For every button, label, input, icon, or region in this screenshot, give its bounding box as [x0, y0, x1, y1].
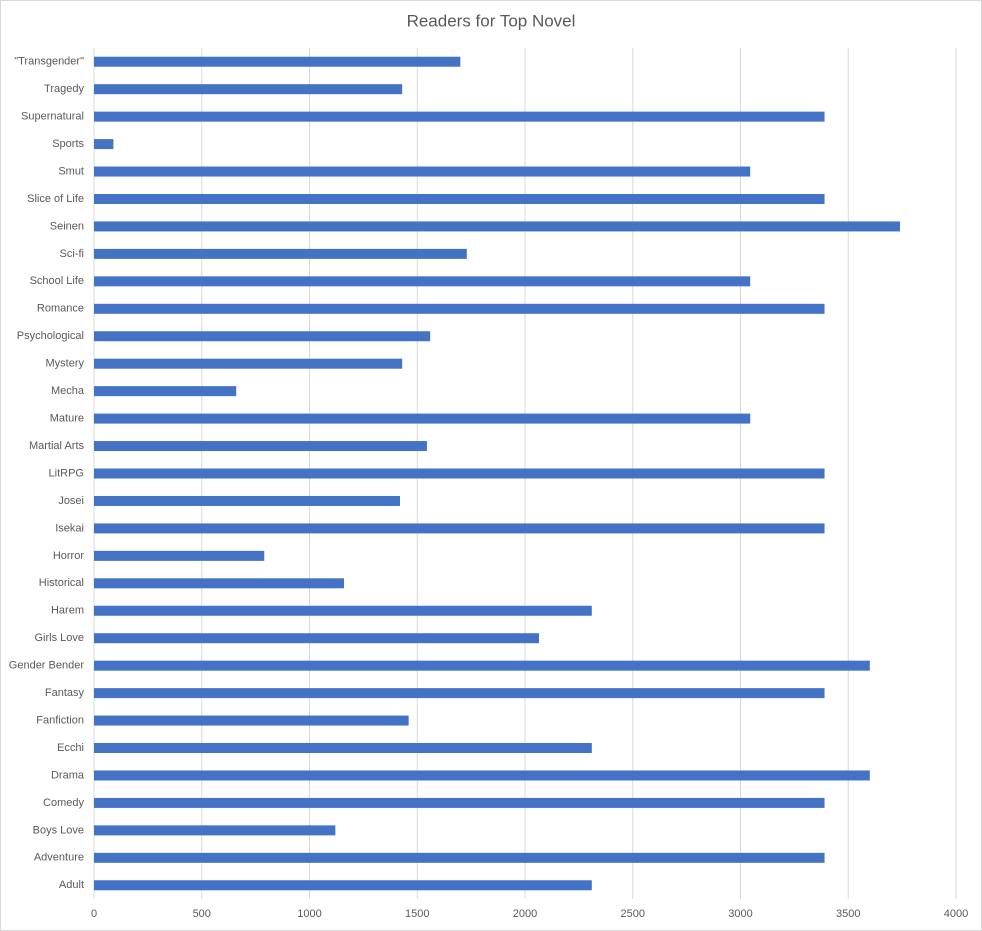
x-tick-label: 1500: [405, 908, 429, 920]
bar: [94, 852, 825, 863]
bar: [94, 303, 825, 314]
y-tick-label: Supernatural: [21, 111, 84, 123]
y-tick-label: School Life: [30, 275, 84, 287]
bar: [94, 468, 825, 479]
bar: [94, 880, 592, 891]
x-tick-label: 2500: [621, 908, 645, 920]
bar: [94, 660, 870, 671]
y-tick-label: Girls Love: [34, 632, 84, 644]
y-tick-label: Josei: [58, 495, 84, 507]
y-tick-label: Smut: [58, 165, 84, 177]
bar: [94, 743, 592, 754]
y-tick-label: Ecchi: [57, 742, 84, 754]
x-tick-label: 500: [193, 908, 211, 920]
x-tick-label: 0: [91, 908, 97, 920]
y-tick-label: Slice of Life: [27, 193, 84, 205]
y-tick-label: Sci-fi: [60, 248, 84, 260]
y-tick-label: Sports: [52, 138, 84, 150]
bar: [94, 386, 237, 397]
y-tick-label: Mecha: [51, 385, 85, 397]
bar: [94, 111, 825, 122]
y-tick-label: "Transgender": [14, 56, 84, 68]
bar: [94, 221, 900, 232]
bar: [94, 550, 265, 561]
x-tick-label: 1000: [297, 908, 321, 920]
bar: [94, 633, 540, 644]
x-tick-label: 2000: [513, 908, 537, 920]
bar: [94, 139, 114, 150]
x-tick-label: 3500: [836, 908, 860, 920]
y-tick-label: Comedy: [43, 797, 84, 809]
y-tick-label: Martial Arts: [29, 440, 85, 452]
bar: [94, 358, 403, 369]
y-tick-label: Romance: [37, 303, 84, 315]
y-tick-label: Mystery: [46, 358, 85, 370]
bar: [94, 166, 751, 177]
y-tick-label: Seinen: [50, 220, 84, 232]
y-tick-label: Tragedy: [44, 83, 84, 95]
y-tick-label: Historical: [39, 577, 84, 589]
bar: [94, 248, 467, 259]
bar: [94, 825, 336, 836]
y-tick-label: Fanfiction: [36, 714, 84, 726]
bar: [94, 441, 427, 452]
y-tick-label: Boys Love: [33, 824, 84, 836]
bar: [94, 331, 431, 342]
y-tick-label: Mature: [50, 413, 84, 425]
bar: [94, 578, 344, 589]
y-tick-label: Harem: [51, 605, 84, 617]
bar: [94, 413, 751, 424]
y-tick-label: LitRPG: [49, 467, 84, 479]
bar: [94, 56, 461, 67]
y-tick-label: Drama: [51, 769, 85, 781]
bar: [94, 688, 825, 699]
bar: [94, 770, 870, 781]
bar: [94, 605, 592, 616]
bar: [94, 523, 825, 534]
y-tick-label: Psychological: [17, 330, 84, 342]
y-tick-label: Horror: [53, 550, 85, 562]
bar: [94, 276, 751, 287]
bar: [94, 797, 825, 808]
y-tick-label: Isekai: [55, 522, 84, 534]
bar: [94, 193, 825, 204]
chart-title: Readers for Top Novel: [407, 11, 576, 30]
x-tick-label: 3000: [728, 908, 752, 920]
x-tick-label: 4000: [944, 908, 968, 920]
y-tick-label: Gender Bender: [9, 660, 85, 672]
y-tick-label: Fantasy: [45, 687, 85, 699]
y-tick-label: Adult: [59, 879, 84, 891]
bar: [94, 715, 409, 726]
y-tick-label: Adventure: [34, 852, 84, 864]
bar: [94, 495, 401, 506]
bar: [94, 84, 403, 95]
